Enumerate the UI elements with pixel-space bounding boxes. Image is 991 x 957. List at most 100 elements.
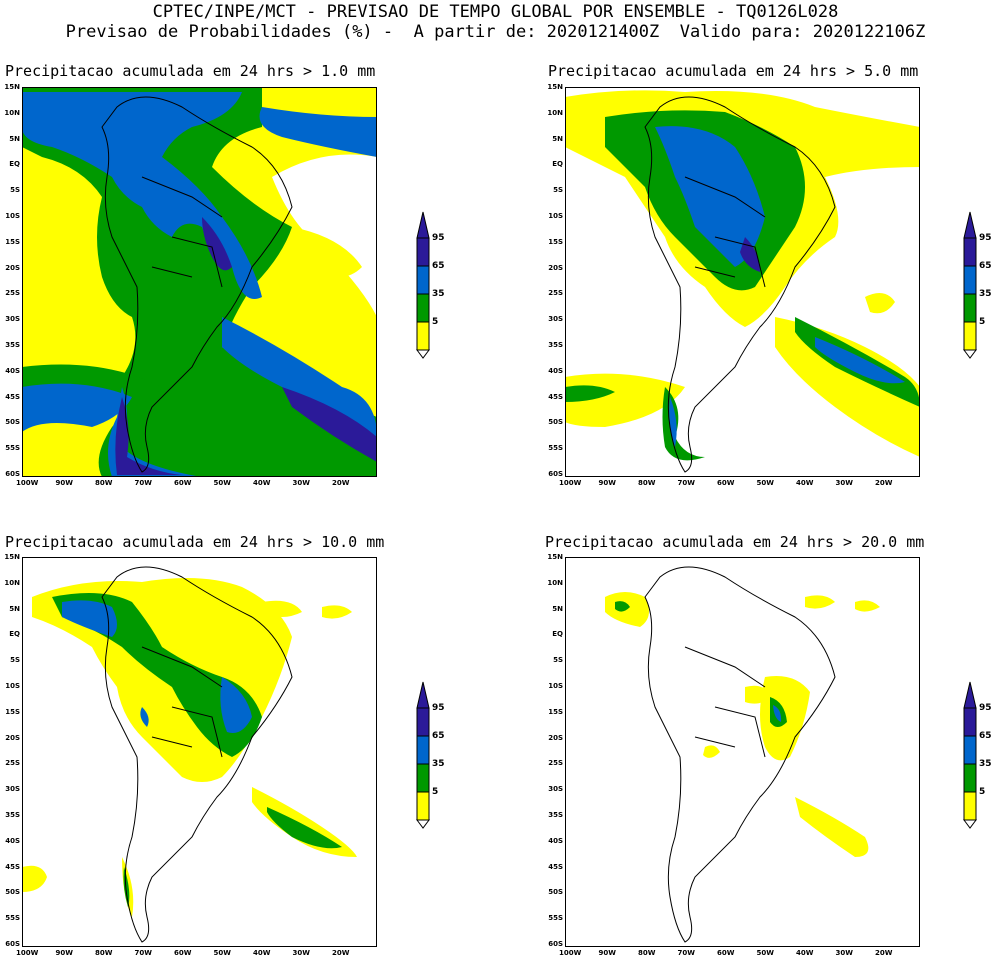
lon-tick: 80W [95, 479, 113, 487]
lat-tick: 10S [548, 212, 563, 220]
probability-95-layer [740, 237, 760, 272]
map-panel-4 [565, 557, 920, 947]
lat-tick: 30S [548, 315, 563, 324]
colorbar-swatch [416, 237, 430, 267]
lat-tick: 5N [9, 604, 20, 613]
lat-tick: 15S [548, 237, 563, 246]
lon-tick: 20W [875, 479, 893, 487]
colorbar-arrow-top [416, 211, 430, 239]
lat-tick: 15N [4, 553, 20, 561]
lon-tick: 50W [756, 479, 774, 487]
colorbar-level-label: 35 [979, 289, 991, 299]
lat-tick: EQ [9, 630, 20, 639]
colorbar-swatch [416, 265, 430, 295]
lon-tick: 70W [677, 949, 695, 957]
lat-tick: 45S [5, 392, 20, 401]
lat-tick: 50S [548, 888, 563, 897]
lon-tick: 50W [213, 949, 231, 957]
lat-tick: 60S [548, 940, 563, 948]
colorbar-level-label: 95 [432, 703, 445, 713]
colorbar-level-label: 35 [432, 289, 445, 299]
lat-tick: 30S [5, 785, 20, 794]
lat-tick: 5S [553, 656, 563, 665]
panel-3-title: Precipitacao acumulada em 24 hrs > 10.0 … [5, 533, 385, 551]
probability-5-layer [605, 592, 880, 857]
lat-tick: 60S [5, 470, 20, 478]
lon-tick: 40W [253, 949, 271, 957]
lat-tick: 40S [5, 836, 20, 845]
map-frame-3 [22, 557, 377, 947]
panel-2-title: Precipitacao acumulada em 24 hrs > 5.0 m… [548, 62, 919, 80]
lon-tick: 90W [598, 479, 616, 487]
lat-tick: 5N [9, 134, 20, 143]
colorbar-4: 95 65 35 5 [963, 680, 991, 830]
colorbar-swatch [416, 293, 430, 323]
lat-tick: 35S [5, 811, 20, 819]
lat-tick: 50S [5, 888, 20, 897]
lon-tick: 90W [55, 479, 73, 487]
lon-tick: 20W [332, 479, 350, 487]
lat-tick: 15N [547, 553, 563, 561]
lat-tick: EQ [9, 160, 20, 169]
lat-tick: 45S [5, 862, 20, 871]
lat-tick: 20S [5, 733, 20, 742]
colorbar-level-label: 65 [432, 261, 445, 271]
lon-tick: 80W [638, 949, 656, 957]
colorbar-level-label: 5 [979, 787, 986, 797]
colorbar-2: 95 65 35 5 [963, 210, 991, 360]
probability-95-layer [115, 217, 377, 475]
continent-outline [644, 566, 836, 943]
lon-tick: 100W [16, 479, 39, 487]
colorbar-level-label: 95 [979, 233, 991, 243]
lat-tick: 60S [548, 470, 563, 478]
lat-tick: 15S [548, 707, 563, 716]
lat-tick: 55S [5, 444, 20, 453]
lat-tick: 30S [5, 315, 20, 324]
colorbar-arrow-bottom [416, 349, 430, 359]
lat-tick: 5N [552, 604, 563, 613]
continent-outline [101, 96, 293, 473]
lat-tick: 55S [548, 914, 563, 923]
colorbar-level-label: 5 [432, 317, 439, 327]
lat-tick: 25S [548, 759, 563, 768]
colorbar-swatch [416, 763, 430, 793]
lat-tick: 5S [553, 186, 563, 195]
colorbar-arrow-top [963, 211, 977, 239]
colorbar-level-label: 65 [432, 731, 445, 741]
lon-tick: 30W [835, 949, 853, 957]
colorbar-3: 95 65 35 5 [416, 680, 466, 830]
lat-tick: 10S [548, 682, 563, 690]
lon-tick: 50W [756, 949, 774, 957]
map-panel-2 [565, 87, 920, 477]
colorbar-level-label: 35 [432, 759, 445, 769]
colorbar-swatch [963, 763, 977, 793]
subtitle: Previsao de Probabilidades (%) - A parti… [65, 22, 926, 42]
colorbar-swatch [963, 237, 977, 267]
lat-tick: EQ [552, 160, 563, 169]
lat-tick: 50S [5, 418, 20, 427]
lon-tick: 40W [796, 949, 814, 957]
lon-tick: 60W [717, 949, 735, 957]
lat-tick: 20S [548, 263, 563, 272]
lon-tick: 20W [875, 949, 893, 957]
lat-tick: 60S [5, 940, 20, 948]
colorbar-swatch [963, 321, 977, 351]
map-frame-2 [565, 87, 920, 477]
lat-tick: 15N [547, 83, 563, 91]
colorbar-arrow-bottom [963, 349, 977, 359]
lon-tick: 70W [677, 479, 695, 487]
lon-tick: 30W [292, 479, 310, 487]
lat-tick: 25S [5, 289, 20, 298]
colorbar-swatch [416, 791, 430, 821]
colorbar-arrow-top [963, 681, 977, 709]
lat-tick: 20S [548, 733, 563, 742]
lat-tick: 55S [5, 914, 20, 923]
colorbar-level-label: 35 [979, 759, 991, 769]
probability-65-layer [773, 705, 782, 722]
lon-tick: 90W [55, 949, 73, 957]
colorbar-swatch [416, 707, 430, 737]
lon-tick: 40W [253, 479, 271, 487]
lat-tick: 10N [547, 578, 563, 587]
lat-tick: 55S [548, 444, 563, 453]
colorbar-level-label: 65 [979, 731, 991, 741]
